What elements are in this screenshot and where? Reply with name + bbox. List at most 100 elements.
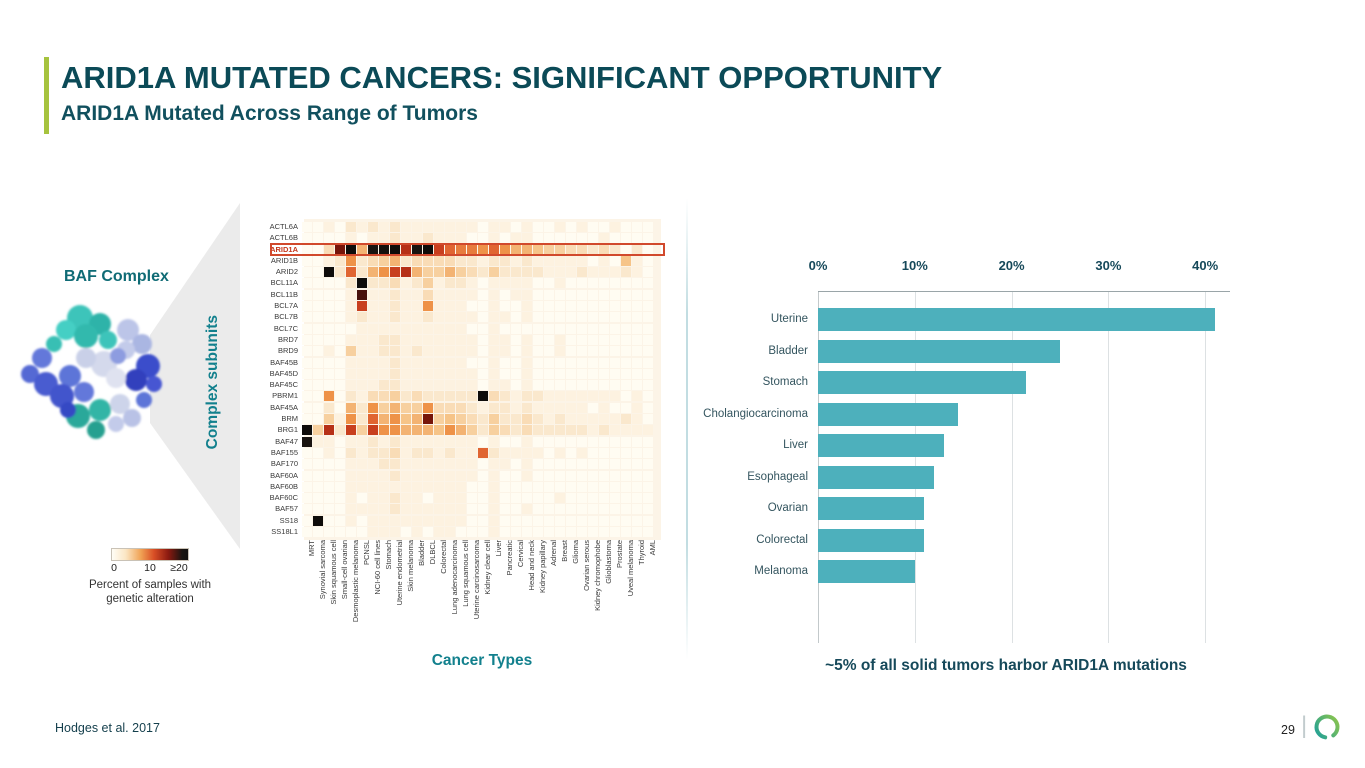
heatmap-cell [313, 515, 323, 526]
heatmap-cell [544, 515, 554, 526]
heatmap-cell [346, 267, 356, 278]
heatmap-cell [401, 346, 411, 357]
heatmap-cell [500, 425, 510, 436]
heatmap-cell [434, 459, 444, 470]
heatmap-cell [555, 244, 565, 255]
heatmap-cell [610, 527, 620, 538]
heatmap-cell [577, 222, 587, 232]
heatmap-cell [522, 527, 532, 538]
heatmap-cell [511, 255, 521, 266]
heatmap-cell [346, 504, 356, 515]
heatmap-cell [445, 222, 455, 232]
heatmap-cell [522, 436, 532, 447]
heatmap-cell [368, 515, 378, 526]
heatmap-cell [544, 334, 554, 345]
heatmap-cell [621, 278, 631, 289]
heatmap-cell [445, 470, 455, 481]
heatmap-cell [368, 222, 378, 232]
heatmap-cell [423, 357, 433, 368]
heatmap-cell [401, 301, 411, 312]
heatmap-cell [566, 357, 576, 368]
heatmap-cell [390, 402, 400, 413]
heatmap-cell [555, 267, 565, 278]
bar-chart-axis-line [818, 291, 1230, 292]
heatmap-cell [577, 436, 587, 447]
heatmap-cell [533, 515, 543, 526]
heatmap-cell [434, 380, 444, 391]
heatmap-column-label: Desmoplastic melanoma [350, 540, 360, 623]
heatmap-cell [456, 357, 466, 368]
heatmap-cell [588, 346, 598, 357]
heatmap-cell [500, 459, 510, 470]
heatmap-cell [610, 493, 620, 504]
heatmap-cell [511, 436, 521, 447]
heatmap-cell [478, 368, 488, 379]
heatmap-cell [412, 515, 422, 526]
heatmap-cell [456, 244, 466, 255]
heatmap-cell [467, 244, 477, 255]
heatmap-cell [533, 527, 543, 538]
heatmap-cell [456, 391, 466, 402]
heatmap-cell [511, 470, 521, 481]
heatmap-row: BCL7A [240, 301, 654, 312]
heatmap-row: ARID1A [240, 244, 654, 255]
heatmap-cell [555, 436, 565, 447]
heatmap-cell [412, 312, 422, 323]
heatmap-cell [324, 346, 334, 357]
heatmap-cell [302, 267, 312, 278]
heatmap-cell [522, 391, 532, 402]
heatmap-cell [533, 447, 543, 458]
heatmap-cell [566, 334, 576, 345]
heatmap-cell [500, 289, 510, 300]
heatmap-cell [588, 391, 598, 402]
heatmap-cell [302, 233, 312, 244]
heatmap-cell [522, 267, 532, 278]
heatmap-column-label: Skin squamous cell [328, 540, 338, 605]
bar [818, 528, 925, 552]
heatmap-cell [335, 402, 345, 413]
heatmap-cell [467, 391, 477, 402]
heatmap-cell [324, 323, 334, 334]
heatmap-cell [434, 357, 444, 368]
heatmap-cell [445, 380, 455, 391]
heatmap-cell [500, 402, 510, 413]
heatmap-cell [643, 470, 653, 481]
heatmap-cell [445, 527, 455, 538]
heatmap-cell [533, 436, 543, 447]
heatmap-cell [456, 323, 466, 334]
heatmap-cell [621, 459, 631, 470]
heatmap-cell [478, 346, 488, 357]
heatmap-cell [390, 278, 400, 289]
heatmap-cell [511, 391, 521, 402]
heatmap-row: ACTL6B [240, 233, 654, 244]
heatmap-cell [599, 515, 609, 526]
heatmap-cell [313, 222, 323, 232]
heatmap-cell [533, 301, 543, 312]
heatmap-cell [302, 504, 312, 515]
heatmap-cell [357, 334, 367, 345]
heatmap-cell [489, 391, 499, 402]
heatmap-cell [434, 301, 444, 312]
bar-chart-gridline [1108, 292, 1110, 643]
heatmap-cell [467, 527, 477, 538]
heatmap-cell [368, 391, 378, 402]
heatmap-column-label: AML [647, 540, 657, 556]
heatmap-cell [566, 278, 576, 289]
heatmap-cell [500, 244, 510, 255]
heatmap-cell [401, 368, 411, 379]
heatmap-cell [632, 380, 642, 391]
heatmap-row-label: BCL11B [270, 289, 298, 299]
heatmap-cell [544, 493, 554, 504]
heatmap-cell [423, 267, 433, 278]
heatmap-cell [302, 436, 312, 447]
heatmap-cell [599, 436, 609, 447]
heatmap-cell [401, 267, 411, 278]
heatmap-cell [588, 504, 598, 515]
heatmap-cell [357, 504, 367, 515]
heatmap-cell [511, 233, 521, 244]
heatmap-cell [346, 334, 356, 345]
heatmap-cell [511, 447, 521, 458]
heatmap-column-label: Ovarian serous [581, 540, 591, 591]
heatmap-cell [357, 289, 367, 300]
heatmap-cell [489, 222, 499, 232]
